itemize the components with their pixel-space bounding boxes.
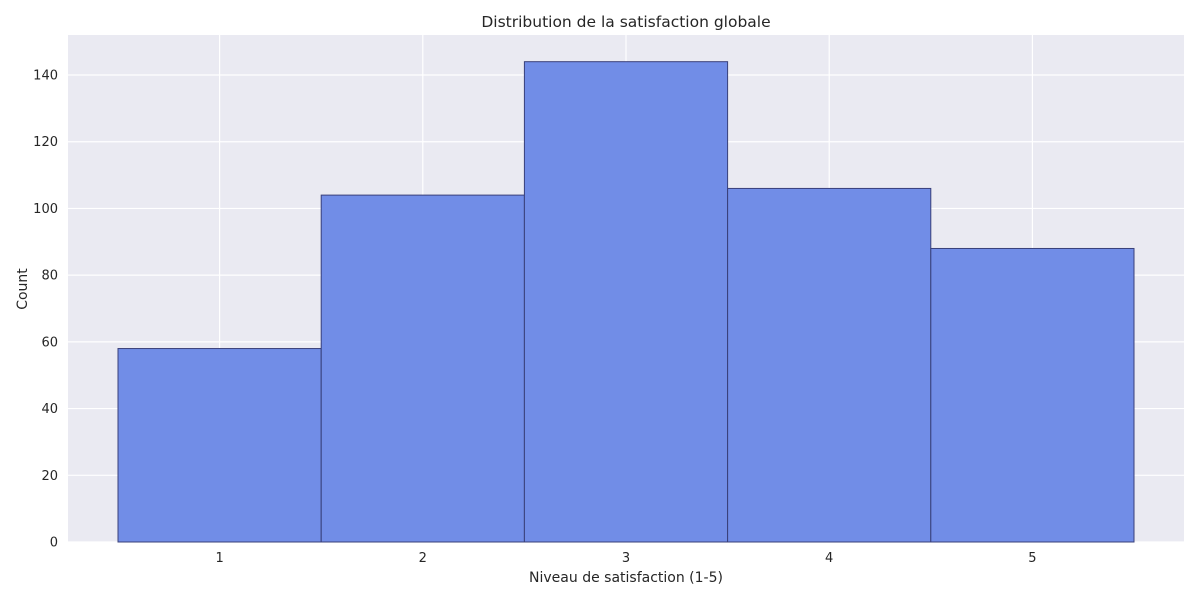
y-tick-label: 20: [41, 469, 58, 484]
y-tick-label: 140: [33, 69, 58, 84]
y-tick-label: 60: [41, 335, 58, 350]
chart-title: Distribution de la satisfaction globale: [481, 13, 770, 31]
bar-2: [320, 194, 525, 543]
x-tick-label: 1: [215, 551, 223, 566]
y-tick-label: 100: [33, 202, 58, 217]
bar-3: [523, 61, 729, 543]
y-tick-label: 0: [50, 536, 58, 551]
y-tick-label: 80: [41, 269, 58, 284]
y-axis-label: Count: [15, 268, 31, 310]
x-axis-label: Niveau de satisfaction (1-5): [529, 570, 723, 586]
bar-4: [727, 187, 932, 543]
x-tick-label: 3: [622, 551, 630, 566]
bar-5: [930, 247, 1135, 543]
x-tick-label: 5: [1028, 551, 1036, 566]
x-tick-labels: 1 2 3 4 5: [215, 551, 1036, 566]
y-tick-labels: 0 20 40 60 80 100 120 140: [33, 69, 58, 551]
bars: [117, 61, 1135, 543]
x-tick-label: 4: [825, 551, 833, 566]
bar-1: [117, 348, 322, 543]
x-tick-label: 2: [419, 551, 427, 566]
y-tick-label: 40: [41, 402, 58, 417]
y-tick-label: 120: [33, 135, 58, 150]
